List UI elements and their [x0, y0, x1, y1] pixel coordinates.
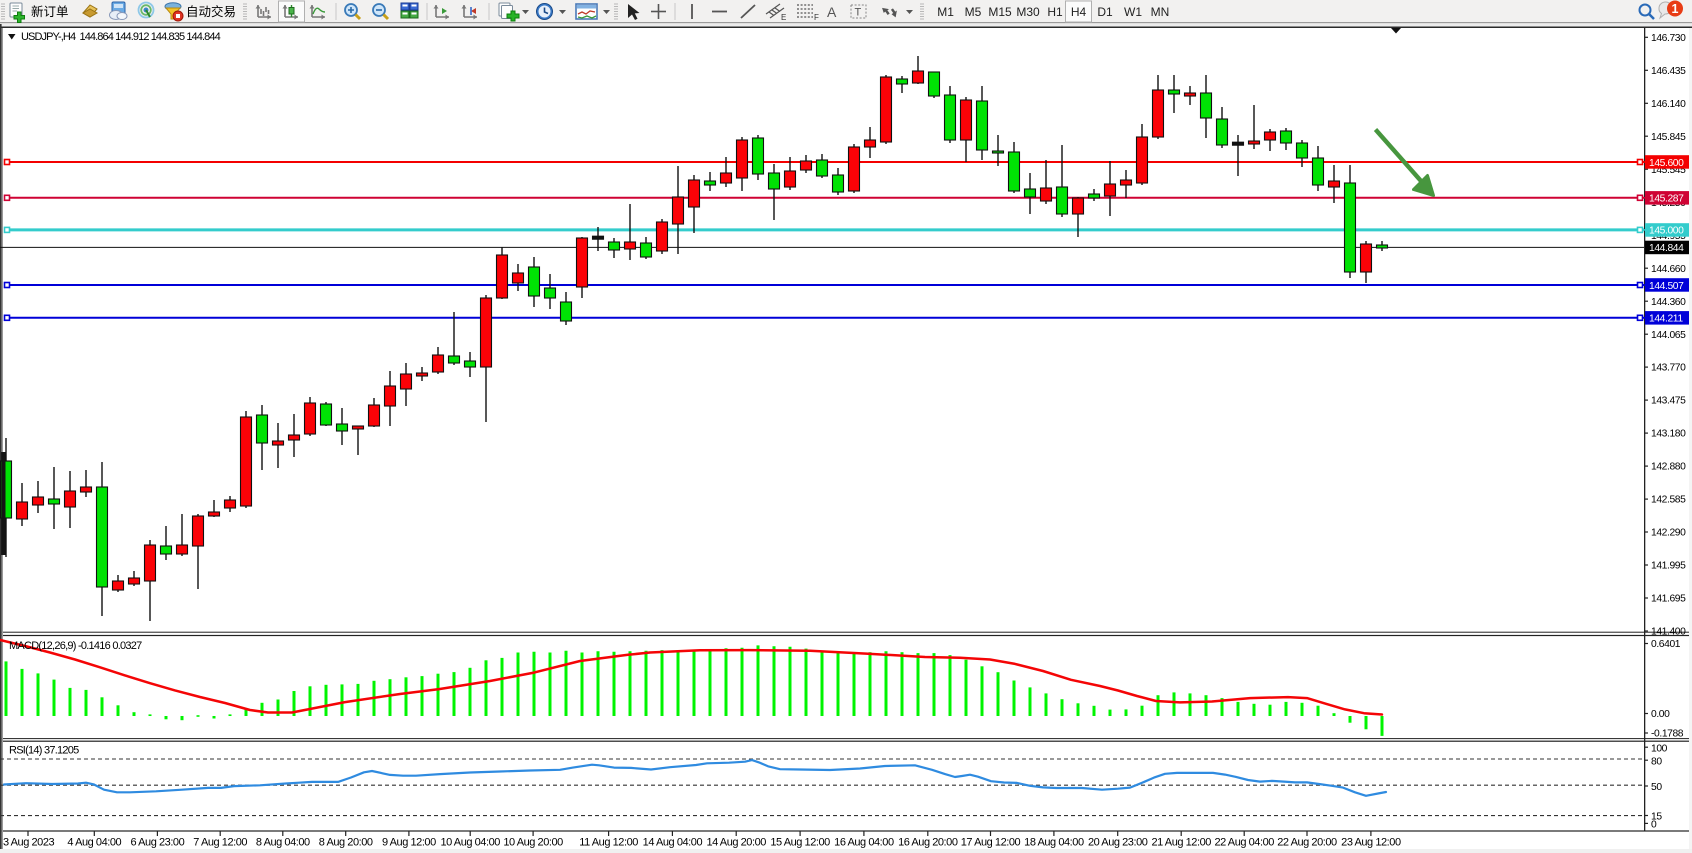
svg-text:RSI(14) 37.1205: RSI(14) 37.1205 [9, 745, 79, 757]
svg-text:22 Aug 04:00: 22 Aug 04:00 [1214, 837, 1274, 849]
svg-text:17 Aug 12:00: 17 Aug 12:00 [961, 837, 1021, 849]
svg-text:M5: M5 [965, 5, 982, 19]
svg-text:15: 15 [1651, 812, 1662, 823]
svg-text:144.507: 144.507 [1649, 281, 1684, 292]
svg-text:143.475: 143.475 [1651, 396, 1686, 407]
svg-text:M15: M15 [988, 5, 1012, 19]
svg-text:A: A [827, 4, 837, 20]
svg-text:F: F [814, 13, 819, 22]
svg-text:144.065: 144.065 [1651, 330, 1686, 341]
svg-text:8 Aug 04:00: 8 Aug 04:00 [256, 837, 310, 849]
svg-text:23 Aug 12:00: 23 Aug 12:00 [1341, 837, 1401, 849]
svg-text:146.435: 146.435 [1651, 66, 1686, 77]
svg-text:0.00: 0.00 [1651, 709, 1670, 720]
svg-text:H4: H4 [1071, 5, 1087, 19]
svg-text:1: 1 [1672, 2, 1679, 16]
svg-text:16 Aug 04:00: 16 Aug 04:00 [834, 837, 894, 849]
svg-text:0: 0 [1651, 820, 1657, 831]
svg-text:16 Aug 20:00: 16 Aug 20:00 [898, 837, 958, 849]
svg-text:MACD(12,26,9) -0.1416 0.0327: MACD(12,26,9) -0.1416 0.0327 [9, 640, 142, 652]
svg-text:143.180: 143.180 [1651, 429, 1686, 440]
svg-text:142.290: 142.290 [1651, 528, 1686, 539]
svg-text:6 Aug 23:00: 6 Aug 23:00 [131, 837, 185, 849]
svg-text:145.845: 145.845 [1651, 132, 1686, 143]
svg-text:7 Aug 12:00: 7 Aug 12:00 [193, 837, 247, 849]
svg-text:143.770: 143.770 [1651, 363, 1686, 374]
svg-text:146.140: 146.140 [1651, 99, 1686, 110]
svg-text:9 Aug 12:00: 9 Aug 12:00 [382, 837, 436, 849]
svg-text:144.844: 144.844 [1649, 243, 1684, 254]
svg-text:10 Aug 20:00: 10 Aug 20:00 [503, 837, 563, 849]
svg-text:15 Aug 12:00: 15 Aug 12:00 [770, 837, 830, 849]
svg-text:10 Aug 04:00: 10 Aug 04:00 [440, 837, 500, 849]
svg-text:M30: M30 [1016, 5, 1040, 19]
svg-text:M1: M1 [937, 5, 954, 19]
svg-text:141.695: 141.695 [1651, 594, 1686, 605]
svg-text:MN: MN [1151, 5, 1170, 19]
svg-text:142.585: 142.585 [1651, 495, 1686, 506]
svg-text:20 Aug 23:00: 20 Aug 23:00 [1088, 837, 1148, 849]
svg-text:H1: H1 [1047, 5, 1063, 19]
svg-text:100: 100 [1651, 743, 1668, 754]
svg-text:141.995: 141.995 [1651, 561, 1686, 572]
svg-text:自动交易: 自动交易 [186, 4, 236, 19]
svg-text:18 Aug 04:00: 18 Aug 04:00 [1024, 837, 1084, 849]
svg-text:14 Aug 04:00: 14 Aug 04:00 [643, 837, 703, 849]
svg-text:3 Aug 2023: 3 Aug 2023 [3, 837, 54, 849]
svg-text:145.000: 145.000 [1649, 226, 1684, 237]
svg-text:T: T [855, 7, 862, 19]
svg-text:E: E [781, 13, 786, 22]
svg-text:W1: W1 [1124, 5, 1142, 19]
svg-text:144.211: 144.211 [1649, 314, 1683, 325]
svg-text:22 Aug 20:00: 22 Aug 20:00 [1277, 837, 1337, 849]
svg-text:21 Aug 12:00: 21 Aug 12:00 [1151, 837, 1211, 849]
svg-text:144.660: 144.660 [1651, 264, 1686, 275]
svg-text:146.730: 146.730 [1651, 33, 1686, 44]
svg-text:4 Aug 04:00: 4 Aug 04:00 [67, 837, 121, 849]
svg-text:11 Aug 12:00: 11 Aug 12:00 [579, 837, 638, 849]
svg-text:50: 50 [1651, 782, 1662, 793]
svg-text:0.6401: 0.6401 [1651, 639, 1681, 650]
svg-text:-0.1788: -0.1788 [1651, 729, 1684, 740]
svg-text:14 Aug 20:00: 14 Aug 20:00 [706, 837, 766, 849]
svg-text:新订单: 新订单 [31, 4, 69, 19]
svg-text:145.287: 145.287 [1649, 194, 1684, 205]
svg-text:D1: D1 [1097, 5, 1113, 19]
svg-text:80: 80 [1651, 756, 1662, 767]
svg-text:145.600: 145.600 [1649, 158, 1684, 169]
svg-text:145.545: 145.545 [1651, 165, 1686, 176]
svg-text:141.400: 141.400 [1651, 627, 1686, 638]
svg-text:USDJPY-,H4 144.864 144.912 14: USDJPY-,H4 144.864 144.912 144.835 144.8… [21, 31, 221, 43]
svg-text:144.360: 144.360 [1651, 297, 1686, 308]
svg-text:142.880: 142.880 [1651, 462, 1686, 473]
svg-text:8 Aug 20:00: 8 Aug 20:00 [319, 837, 373, 849]
